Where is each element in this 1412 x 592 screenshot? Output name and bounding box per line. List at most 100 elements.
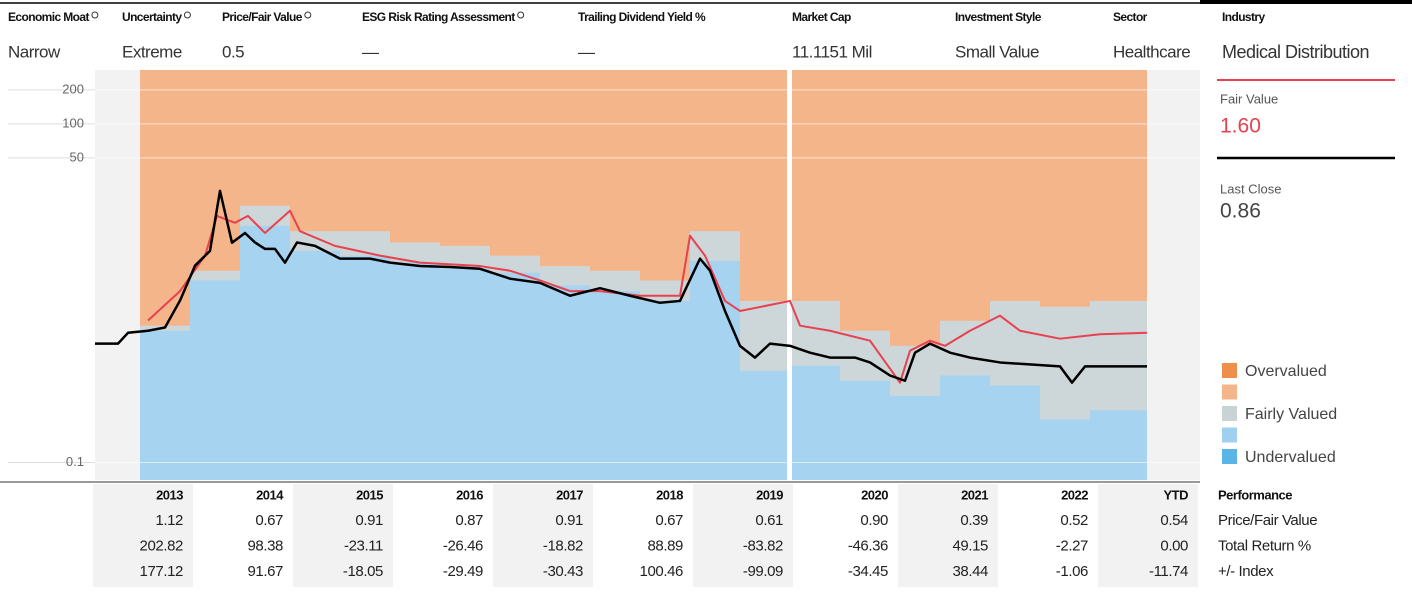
legend-swatch: [1222, 449, 1237, 464]
table-cell: 98.38: [247, 537, 283, 554]
period-gap: [787, 70, 792, 482]
last-close-label: Last Close: [1220, 181, 1281, 196]
info-icon: [183, 11, 191, 19]
header-value: Small Value: [955, 42, 1039, 61]
column-shade: [93, 484, 193, 587]
table-cell: -23.11: [344, 537, 383, 554]
band-bar: [640, 300, 690, 480]
table-cell: 100.46: [640, 563, 684, 580]
header-label: ESG Risk Rating Assessment: [362, 10, 515, 24]
year-label: 2020: [861, 487, 888, 502]
year-label: 2014: [256, 487, 284, 502]
table-cell: 88.89: [647, 537, 683, 554]
info-icon: [91, 11, 99, 19]
fair-value-label: Fair Value: [1220, 91, 1278, 106]
table-cell: 49.15: [952, 537, 988, 554]
year-label: 2021: [961, 487, 988, 502]
legend-swatch: [1222, 384, 1237, 400]
row-label: Total Return %: [1218, 537, 1311, 554]
legend-label: Overvalued: [1245, 363, 1327, 380]
header-label: Investment Style: [955, 10, 1042, 24]
band-bar: [890, 395, 940, 480]
header-value: —: [362, 42, 379, 61]
table-cell: 0.39: [960, 512, 988, 529]
band-bar: [390, 262, 440, 480]
band-bar: [290, 250, 340, 480]
header-value: Extreme: [122, 42, 182, 61]
legend-swatch: [1222, 427, 1237, 443]
band-bar: [840, 380, 890, 480]
band-bar: [240, 225, 290, 480]
header-label: Price/Fair Value: [222, 10, 303, 24]
year-label: 2013: [156, 487, 183, 502]
table-cell: -30.43: [543, 563, 583, 580]
top-rule-thick: [1200, 0, 1412, 4]
table-cell: -18.05: [343, 563, 383, 580]
band-bar: [440, 268, 490, 480]
year-label: 2018: [656, 487, 683, 502]
year-label: 2022: [1061, 487, 1088, 502]
table-cell: -18.82: [543, 537, 583, 554]
header-value: 11.1151 Mil: [792, 42, 872, 61]
header-label: Uncertainty: [122, 10, 182, 24]
table-cell: -2.27: [1056, 537, 1088, 554]
header-label: Industry: [1222, 10, 1265, 24]
header-value: Medical Distribution: [1222, 42, 1369, 62]
table-cell: -34.45: [848, 563, 888, 580]
year-label: 2016: [456, 487, 483, 502]
header-value: 0.5: [222, 42, 244, 61]
table-cell: 177.12: [140, 563, 184, 580]
column-shade: [1098, 484, 1198, 587]
table-cell: 0.87: [455, 512, 483, 529]
column-shade: [693, 484, 793, 587]
table-cell: 0.67: [655, 512, 683, 529]
table-cell: -11.74: [1149, 563, 1188, 580]
header-label: Economic Moat: [8, 10, 89, 24]
table-cell: -46.36: [848, 537, 888, 554]
last-close: 0.86: [1220, 200, 1261, 223]
table-cell: 0.54: [1160, 512, 1188, 529]
info-icon: [304, 11, 312, 19]
legend-label: Fairly Valued: [1245, 406, 1337, 423]
legend-label: Undervalued: [1245, 449, 1336, 466]
table-cell: 91.67: [247, 563, 283, 580]
table-cell: 0.52: [1060, 512, 1088, 529]
table-cell: 1.12: [155, 512, 183, 529]
series-line: [147, 209, 1148, 384]
band-bar: [1040, 419, 1090, 480]
header-value: Narrow: [8, 42, 61, 61]
band-bar: [590, 291, 640, 480]
plot: [8, 70, 1200, 482]
band-bar: [340, 255, 390, 480]
header-value: Healthcare: [1113, 42, 1190, 61]
table-cell: 0.91: [355, 512, 383, 529]
info-icon: [517, 11, 525, 19]
y-tick-label: 50: [70, 149, 84, 164]
table-cell: 0.00: [1160, 537, 1188, 554]
year-label: 2017: [556, 487, 583, 502]
year-label: 2019: [756, 487, 783, 502]
table-cell: 202.82: [140, 537, 184, 554]
y-tick-label: 0.1: [66, 454, 84, 469]
header-value: —: [578, 42, 595, 61]
table-cell: 0.91: [555, 512, 583, 529]
year-label: 2015: [356, 487, 383, 502]
band-bar: [690, 260, 740, 480]
band-bar: [540, 285, 590, 480]
band-bar: [190, 280, 240, 480]
table-cell: -1.06: [1056, 563, 1088, 580]
row-label: Price/Fair Value: [1218, 512, 1317, 529]
series-line: [95, 189, 1147, 384]
band-bar: [1090, 410, 1147, 480]
legend-swatch: [1222, 406, 1237, 421]
table-cell: 38.44: [952, 563, 988, 580]
table-cell: -99.09: [743, 563, 783, 580]
table-cell: 0.61: [755, 512, 783, 529]
band-bar: [940, 375, 990, 480]
column-shade: [493, 484, 593, 587]
y-tick-label: 200: [62, 81, 84, 96]
header-label: Trailing Dividend Yield %: [578, 10, 706, 24]
table-cell: -83.82: [743, 537, 783, 554]
table-cell: -29.49: [443, 563, 483, 580]
